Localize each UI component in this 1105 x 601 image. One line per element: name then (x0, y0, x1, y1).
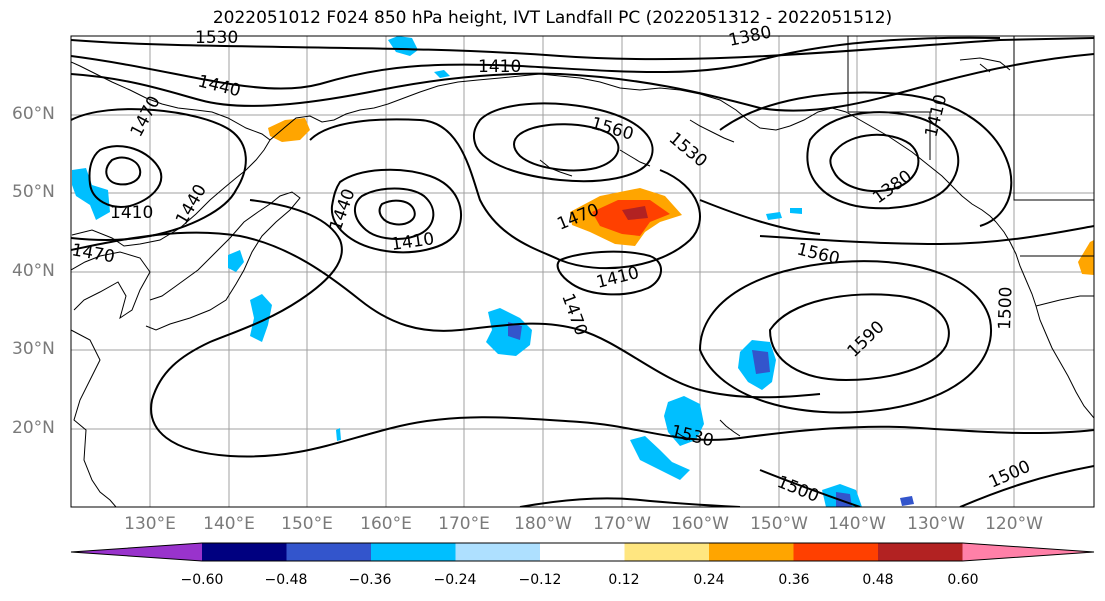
colorbar (70, 542, 1095, 562)
lat-label: 20°N (12, 418, 55, 438)
lon-label: 170°W (593, 514, 651, 534)
map-border (70, 35, 1095, 508)
map-title: 2022051012 F024 850 hPa height, IVT Land… (212, 8, 893, 28)
lon-label: 140°W (828, 514, 886, 534)
colorbar-tick-label: −0.60 (180, 572, 224, 588)
colorbar-bin (286, 543, 372, 561)
lon-label: 140°E (203, 514, 255, 534)
colorbar-bin (202, 543, 287, 561)
ivt-negative-shading (72, 36, 914, 507)
lon-label: 170°E (438, 514, 490, 534)
lat-label: 60°N (12, 104, 55, 124)
lon-label: 160°E (360, 514, 412, 534)
colorbar-tick-label: −0.24 (433, 572, 477, 588)
colorbar-bin (878, 543, 963, 561)
colorbar-extend-max (962, 543, 1094, 561)
lon-label: 150°E (281, 514, 333, 534)
colorbar-extend-min (71, 543, 202, 561)
colorbar-tick-label: 0.12 (608, 572, 640, 588)
colorbar-tick-label: −0.36 (348, 572, 392, 588)
lon-label: 130°E (124, 514, 176, 534)
ivt-positive-shading (268, 118, 1094, 275)
colorbar-outline (70, 542, 1095, 562)
colorbar-bin (793, 543, 879, 561)
contour-label: 1500 (995, 286, 1016, 330)
lon-label: 160°W (671, 514, 729, 534)
height-contours (71, 36, 1094, 507)
contour-label: 1410 (110, 203, 153, 223)
lon-label: 120°W (985, 514, 1043, 534)
lat-label: 30°N (12, 339, 55, 359)
colorbar-tick-label: 0.48 (862, 572, 894, 588)
contour-label: 1530 (195, 28, 238, 48)
colorbar-tick-label: −0.12 (518, 572, 562, 588)
colorbar-bin (371, 543, 456, 561)
lon-label: 130°W (907, 514, 965, 534)
lon-label: 150°W (750, 514, 808, 534)
colorbar-bin (709, 543, 794, 561)
colorbar-bin (624, 543, 710, 561)
colorbar-tick-label: 0.36 (778, 572, 810, 588)
colorbar-tick-label: −0.48 (264, 572, 308, 588)
colorbar-bin (455, 543, 541, 561)
colorbar-tick-label: 0.24 (693, 572, 725, 588)
lon-label: 180°W (514, 514, 572, 534)
colorbar-tick-label: 0.60 (947, 572, 979, 588)
lat-label: 50°N (12, 182, 55, 202)
contour-label: 1410 (478, 57, 521, 77)
colorbar-bin (540, 543, 625, 561)
lat-label: 40°N (12, 261, 55, 281)
